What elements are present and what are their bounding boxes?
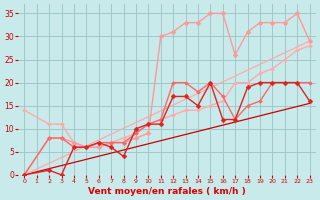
X-axis label: Vent moyen/en rafales ( km/h ): Vent moyen/en rafales ( km/h ) — [88, 187, 246, 196]
